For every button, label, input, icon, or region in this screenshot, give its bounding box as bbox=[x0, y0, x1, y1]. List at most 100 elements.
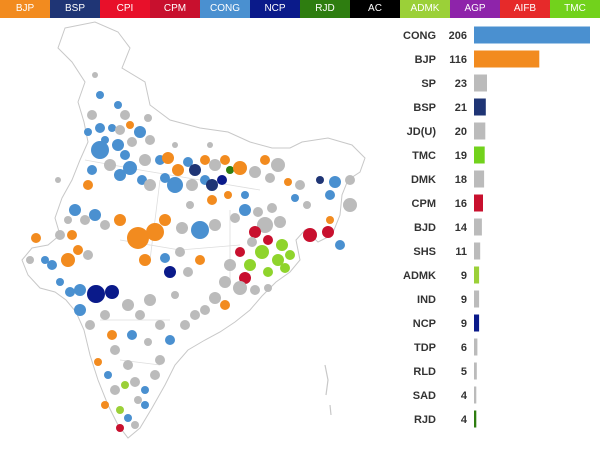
constituency-bubble bbox=[200, 155, 210, 165]
constituency-bubble bbox=[127, 137, 137, 147]
constituency-bubble bbox=[155, 320, 165, 330]
constituency-bubble bbox=[263, 235, 273, 245]
constituency-bubble bbox=[134, 126, 146, 138]
constituency-bubble bbox=[83, 180, 93, 190]
bar-shs bbox=[474, 242, 481, 260]
constituency-bubble bbox=[87, 165, 97, 175]
legend-item-bsp: BSP bbox=[50, 0, 100, 18]
constituency-bubble bbox=[69, 204, 81, 216]
constituency-bubble bbox=[80, 215, 90, 225]
bar-label: RLD bbox=[413, 366, 436, 378]
constituency-bubble bbox=[271, 158, 285, 172]
constituency-bubble bbox=[55, 177, 61, 183]
constituency-bubble bbox=[224, 191, 232, 199]
constituency-bubble bbox=[110, 385, 120, 395]
bar-bjd bbox=[474, 218, 482, 236]
constituency-bubble bbox=[61, 253, 75, 267]
constituency-bubble bbox=[206, 179, 218, 191]
bar-ncp bbox=[474, 314, 480, 332]
constituency-bubble bbox=[144, 114, 152, 122]
constituency-bubble bbox=[233, 161, 247, 175]
constituency-bubble bbox=[26, 256, 34, 264]
constituency-bubble bbox=[108, 124, 116, 132]
legend-item-ncp: NCP bbox=[250, 0, 300, 18]
constituency-bubble bbox=[160, 173, 170, 183]
legend-item-tmc: TMC bbox=[550, 0, 600, 18]
bar-label: NCP bbox=[413, 318, 436, 330]
bar-value: 11 bbox=[455, 246, 467, 258]
constituency-bubble bbox=[326, 216, 334, 224]
legend-item-bjp: BJP bbox=[0, 0, 50, 18]
bar-label: BJP bbox=[415, 54, 436, 66]
constituency-bubble bbox=[141, 386, 149, 394]
constituency-bubble bbox=[74, 304, 86, 316]
constituency-bubble bbox=[291, 194, 299, 202]
bar-label: SP bbox=[421, 78, 436, 90]
constituency-bubble bbox=[239, 272, 251, 284]
constituency-bubble bbox=[120, 110, 130, 120]
constituency-bubble bbox=[284, 178, 292, 186]
constituency-bubble bbox=[224, 259, 236, 271]
constituency-bubble bbox=[114, 169, 126, 181]
constituency-bubble bbox=[172, 142, 178, 148]
bar-value: 19 bbox=[455, 150, 467, 162]
constituency-bubble bbox=[285, 250, 295, 260]
constituency-bubble bbox=[209, 292, 221, 304]
constituency-bubble bbox=[249, 166, 261, 178]
constituency-bubble bbox=[92, 72, 98, 78]
bar-label: SAD bbox=[413, 390, 436, 402]
constituency-bubble bbox=[220, 300, 230, 310]
constituency-bubble bbox=[134, 396, 142, 404]
bar-label: RJD bbox=[414, 414, 436, 426]
bar-value: 9 bbox=[461, 270, 467, 282]
constituency-bubble bbox=[115, 125, 125, 135]
constituency-bubble bbox=[209, 159, 221, 171]
constituency-bubble bbox=[146, 223, 164, 241]
bar-value: 14 bbox=[455, 222, 468, 234]
constituency-bubble bbox=[195, 255, 205, 265]
bar-label: DMK bbox=[411, 174, 436, 186]
constituency-bubble bbox=[265, 173, 275, 183]
bar-label: BSP bbox=[413, 102, 436, 114]
constituency-bubble bbox=[253, 207, 263, 217]
constituency-bubble bbox=[260, 155, 270, 165]
constituency-bubble bbox=[107, 330, 117, 340]
constituency-bubble bbox=[207, 195, 217, 205]
constituency-bubble bbox=[329, 176, 341, 188]
constituency-bubble bbox=[189, 164, 201, 176]
bar-bjp bbox=[474, 50, 540, 68]
constituency-bubble bbox=[165, 335, 175, 345]
constituency-bubble bbox=[172, 164, 184, 176]
constituency-bubble bbox=[94, 358, 102, 366]
constituency-bubble bbox=[123, 161, 137, 175]
constituency-bubble bbox=[219, 276, 231, 288]
bar-jdu bbox=[474, 122, 486, 140]
constituency-bubble bbox=[207, 142, 213, 148]
bar-value: 6 bbox=[461, 342, 467, 354]
constituency-bubble bbox=[162, 152, 174, 164]
bar-value: 20 bbox=[455, 126, 467, 138]
constituency-bubble bbox=[217, 175, 227, 185]
constituency-bubble bbox=[64, 216, 72, 224]
constituency-bubble bbox=[83, 250, 93, 260]
constituency-bubble bbox=[74, 284, 86, 296]
constituency-bubble bbox=[150, 370, 160, 380]
constituency-bubble bbox=[276, 239, 288, 251]
legend-item-agp: AGP bbox=[450, 0, 500, 18]
constituency-bubble bbox=[171, 291, 179, 299]
constituency-bubble bbox=[239, 204, 251, 216]
constituency-bubble bbox=[244, 259, 256, 271]
constituency-bubbles bbox=[26, 72, 357, 432]
constituency-bubble bbox=[114, 101, 122, 109]
bar-ind bbox=[474, 290, 480, 308]
constituency-bubble bbox=[159, 214, 171, 226]
bar-label: BJD bbox=[414, 222, 436, 234]
constituency-bubble bbox=[180, 320, 190, 330]
constituency-bubble bbox=[191, 221, 209, 239]
party-legend: BJP BSP CPI CPM CONG NCP RJD AC ADMK AGP AIFB TMC bbox=[0, 0, 600, 18]
bar-value: 16 bbox=[455, 198, 467, 210]
constituency-bubble bbox=[249, 226, 261, 238]
bar-label: CPM bbox=[412, 198, 436, 210]
constituency-bubble bbox=[104, 371, 112, 379]
bar-value: 9 bbox=[461, 294, 467, 306]
